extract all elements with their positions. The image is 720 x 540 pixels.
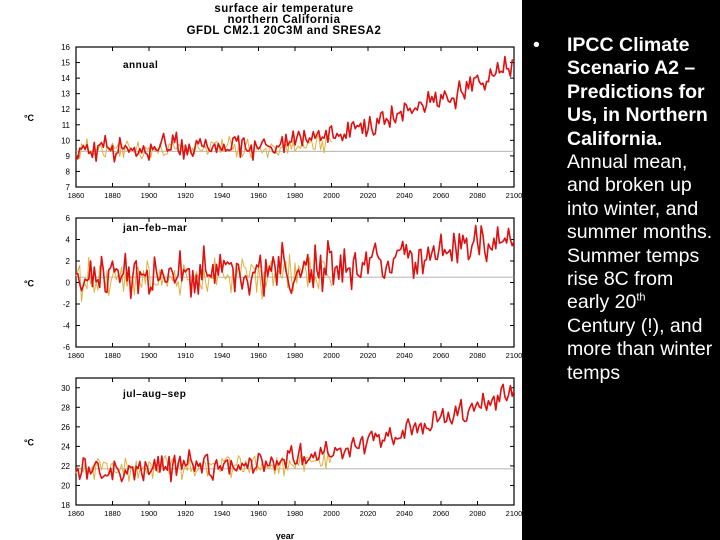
- panel-1-xtick-label-0: 1860: [68, 191, 85, 200]
- panel-2-xtick-label-1: 1880: [104, 351, 121, 360]
- figure-title-line-3: GFDL CM2.1 20C3M and SRESA2: [187, 25, 382, 37]
- panel-1-ytick-label-8: 15: [61, 59, 70, 68]
- panel-2-label: jan–feb–mar: [122, 223, 187, 234]
- panel-2-xtick-label-10: 2060: [433, 351, 450, 360]
- x-axis-label: year: [276, 531, 295, 540]
- panel-3-label: jul–aug–sep: [122, 389, 186, 400]
- panel-1-series-model-red: [75, 55, 515, 163]
- panel-3-xtick-label-8: 2020: [360, 509, 377, 518]
- panel-1-xtick-label-7: 2000: [323, 191, 340, 200]
- panel-1-ytick-label-2: 9: [66, 152, 71, 161]
- panel-1-xtick-label-5: 1960: [250, 191, 267, 200]
- panel-1-ytick-label-0: 7: [66, 183, 71, 192]
- panel-1-xtick-label-11: 2080: [469, 191, 486, 200]
- panel-3-xtick-label-11: 2080: [469, 509, 486, 518]
- panel-2-xtick-label-0: 1860: [68, 351, 85, 360]
- panel-3-xtick-label-4: 1940: [214, 509, 231, 518]
- panel-1-ytick-label-3: 10: [61, 136, 70, 145]
- panel-1-xtick-label-9: 2040: [396, 191, 413, 200]
- panel-1-xtick-label-6: 1980: [287, 191, 304, 200]
- panel-1-xtick-label-10: 2060: [433, 191, 450, 200]
- panel-2-ytick-label-3: 0: [66, 279, 71, 288]
- chart-figure: surface air temperature northern Californ…: [0, 0, 522, 540]
- panel-3-xtick-label-6: 1980: [287, 509, 304, 518]
- panel-2-ylabel: °C: [24, 279, 35, 289]
- panel-1-xtick-label-8: 2020: [360, 191, 377, 200]
- panel-2-ytick-label-6: 6: [66, 214, 71, 223]
- panel-2-series-observed-yellow: [75, 253, 332, 302]
- bullet-text: • IPCC Climate Scenario A2 – Predictions…: [533, 34, 717, 385]
- panel-3-ytick-label-0: 18: [61, 501, 70, 510]
- figure-title-line-1: surface air temperature: [214, 3, 353, 15]
- panel-2-xtick-label-4: 1940: [214, 351, 231, 360]
- panel-2-xtick-label-5: 1960: [250, 351, 267, 360]
- panel-3-xtick-label-7: 2000: [323, 509, 340, 518]
- panel-2-xtick-label-8: 2020: [360, 351, 377, 360]
- panel-2-xtick-label-12: 2100: [506, 351, 522, 360]
- panel-1-xtick-label-12: 2100: [506, 191, 522, 200]
- panel-1-ytick-label-1: 8: [66, 167, 71, 176]
- panel-2-ytick-label-2: -2: [63, 300, 71, 309]
- panel-2-xtick-label-11: 2080: [469, 351, 486, 360]
- panel-2-xtick-label-3: 1910: [177, 351, 194, 360]
- panel-3-ytick-label-2: 22: [61, 462, 70, 471]
- panel-1-ytick-label-5: 12: [61, 105, 70, 114]
- panel-2-xtick-label-9: 2040: [396, 351, 413, 360]
- panel-3-xtick-label-9: 2040: [396, 509, 413, 518]
- panel-3-ytick-label-1: 20: [61, 481, 70, 490]
- panel-3-xtick-label-0: 1860: [68, 509, 85, 518]
- panel-2-ytick-label-0: -6: [63, 343, 71, 352]
- bullet-marker: •: [533, 34, 540, 56]
- bullet-heading: IPCC Climate Scenario A2 – Predictions f…: [567, 34, 708, 150]
- panel-3-xtick-label-2: 1900: [141, 509, 158, 518]
- bullet-body-part1: Annual mean, and broken up into winter, …: [567, 151, 713, 314]
- panel-2-series-model-red: [75, 224, 515, 300]
- panel-3-ylabel: °C: [24, 438, 35, 448]
- panel-2-xtick-label-7: 2000: [323, 351, 340, 360]
- panel-1-xtick-label-3: 1920: [177, 191, 194, 200]
- panel-3-ytick-label-6: 30: [61, 384, 70, 393]
- figure-title-line-2: northern California: [227, 14, 340, 26]
- panel-2-ytick-label-5: 4: [66, 236, 71, 245]
- panel-3-xtick-label-10: 2060: [433, 509, 450, 518]
- panel-1-xtick-label-1: 1880: [104, 191, 121, 200]
- panel-1-ytick-label-7: 14: [61, 74, 70, 83]
- panel-2-ytick-label-4: 2: [66, 257, 71, 266]
- panel-1-ylabel: °C: [24, 113, 35, 123]
- panel-2-xtick-label-2: 1900: [141, 351, 158, 360]
- panel-2-xtick-label-6: 1980: [287, 351, 304, 360]
- panel-3-xtick-label-1: 1880: [104, 509, 121, 518]
- panel-3-ytick-label-5: 28: [61, 403, 70, 412]
- panel-1-ytick-label-4: 11: [62, 121, 71, 130]
- panel-1-xtick-label-4: 1940: [214, 191, 231, 200]
- panel-3-xtick-label-5: 1960: [250, 509, 267, 518]
- bullet-body-sup: th: [636, 291, 646, 304]
- panel-3-ytick-label-4: 26: [61, 423, 70, 432]
- bullet-body-part2: Century (!), and more than winter temps: [567, 314, 713, 384]
- panel-3-ytick-label-3: 24: [61, 442, 70, 451]
- panel-1-ytick-label-9: 16: [61, 43, 70, 52]
- panel-2-ytick-label-1: -4: [63, 322, 71, 331]
- panel-1-xtick-label-2: 1900: [141, 191, 158, 200]
- panel-1-label: annual: [123, 60, 158, 71]
- panel-3-xtick-label-12: 2100: [506, 509, 522, 518]
- panel-3-series-model-red: [75, 383, 515, 483]
- panel-1-ytick-label-6: 13: [61, 90, 70, 99]
- panel-3-xtick-label-3: 1920: [177, 509, 194, 518]
